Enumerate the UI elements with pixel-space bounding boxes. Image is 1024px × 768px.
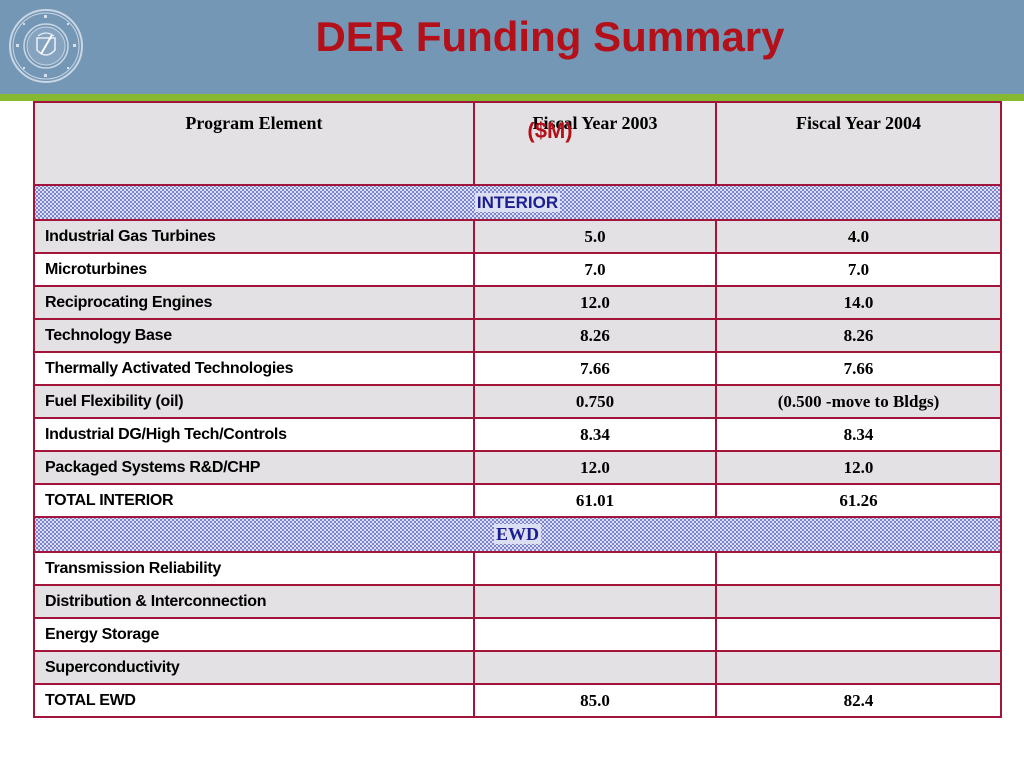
fy2003-cell [473,617,717,652]
fy2003-cell [473,584,717,619]
fy2003-cell: 85.0 [473,683,717,718]
table-row: Industrial Gas Turbines 5.0 4.0 [33,219,1002,254]
program-element-cell: Technology Base [33,318,475,353]
table-row: Technology Base 8.26 8.26 [33,318,1002,353]
fy2003-cell: 7.66 [473,351,717,386]
funding-table: Program Element Fiscal Year 2003 Fiscal … [33,101,1002,718]
fy2004-cell: 12.0 [715,450,1002,485]
table-row: Reciprocating Engines 12.0 14.0 [33,285,1002,320]
fy2004-cell [715,551,1002,586]
fy2004-cell: 82.4 [715,683,1002,718]
fy2004-cell: 7.66 [715,351,1002,386]
fy2004-cell: 8.26 [715,318,1002,353]
fy2003-cell: 12.0 [473,450,717,485]
section-row-interior: INTERIOR [33,184,1002,221]
department-of-energy-seal-icon [9,9,83,83]
fy2004-cell: 8.34 [715,417,1002,452]
program-element-cell: Industrial Gas Turbines [33,219,475,254]
fy2003-cell: 12.0 [473,285,717,320]
table-row: Microturbines 7.0 7.0 [33,252,1002,287]
program-element-cell: TOTAL INTERIOR [33,483,475,518]
header-program-element: Program Element [33,101,475,186]
table-row: Transmission Reliability [33,551,1002,586]
fy2004-cell [715,650,1002,685]
fy2004-cell: 4.0 [715,219,1002,254]
program-element-cell: Packaged Systems R&D/CHP [33,450,475,485]
fy2004-cell [715,584,1002,619]
program-element-cell: Transmission Reliability [33,551,475,586]
table-row: Fuel Flexibility (oil) 0.750 (0.500 -mov… [33,384,1002,419]
table-row: Industrial DG/High Tech/Controls 8.34 8.… [33,417,1002,452]
section-label-ewd: EWD [493,524,541,544]
program-element-cell: Microturbines [33,252,475,287]
table-row: Packaged Systems R&D/CHP 12.0 12.0 [33,450,1002,485]
table-row: Thermally Activated Technologies 7.66 7.… [33,351,1002,386]
fy2004-cell [715,617,1002,652]
header-fiscal-year-2003: Fiscal Year 2003 [473,101,717,186]
fy2003-cell [473,551,717,586]
fy2004-cell: 14.0 [715,285,1002,320]
program-element-cell: Reciprocating Engines [33,285,475,320]
section-row-ewd: EWD [33,516,1002,553]
section-label-interior: INTERIOR [474,192,561,212]
fy2003-cell: 5.0 [473,219,717,254]
fy2003-cell [473,650,717,685]
fy2004-cell: (0.500 -move to Bldgs) [715,384,1002,419]
program-element-cell: Thermally Activated Technologies [33,351,475,386]
fy2004-cell: 7.0 [715,252,1002,287]
program-element-cell: Energy Storage [33,617,475,652]
program-element-cell: Industrial DG/High Tech/Controls [33,417,475,452]
header-band [0,0,1024,94]
program-element-cell: Superconductivity [33,650,475,685]
fy2003-cell: 8.34 [473,417,717,452]
fy2003-cell: 0.750 [473,384,717,419]
program-element-cell: Fuel Flexibility (oil) [33,384,475,419]
fy2004-cell: 61.26 [715,483,1002,518]
program-element-cell: TOTAL EWD [33,683,475,718]
table-row: Superconductivity [33,650,1002,685]
table-row: Distribution & Interconnection [33,584,1002,619]
table-header-row: Program Element Fiscal Year 2003 Fiscal … [33,101,1002,186]
table-row: TOTAL EWD 85.0 82.4 [33,683,1002,718]
fy2003-cell: 61.01 [473,483,717,518]
table-row: Energy Storage [33,617,1002,652]
fy2003-cell: 8.26 [473,318,717,353]
fy2003-cell: 7.0 [473,252,717,287]
header-fiscal-year-2004: Fiscal Year 2004 [715,101,1002,186]
accent-line [0,94,1024,101]
program-element-cell: Distribution & Interconnection [33,584,475,619]
table-row: TOTAL INTERIOR 61.01 61.26 [33,483,1002,518]
page-subtitle: ($M) [527,118,573,143]
